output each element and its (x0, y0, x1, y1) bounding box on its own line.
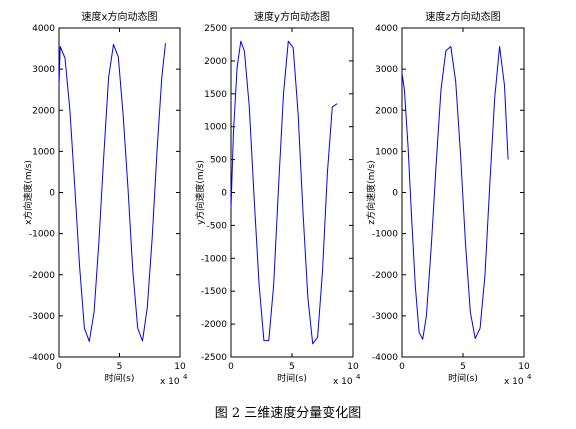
y-tick-label: -500 (207, 221, 228, 231)
x-tick-label: 5 (117, 362, 123, 372)
y-axis-label: x方向速度(m/s) (22, 160, 34, 225)
x-axis-multiplier-exponent: 4 (527, 373, 532, 381)
x-axis-multiplier: x 10 (504, 377, 524, 387)
y-tick-label: 0 (392, 189, 398, 199)
y-tick-label: -2000 (201, 320, 227, 330)
plot-frame (230, 27, 354, 358)
x-tick-label: 10 (518, 362, 530, 372)
figure-caption: 图 2 三维速度分量变化图 (214, 406, 362, 421)
x-tick-label: 10 (347, 362, 359, 372)
y-tick-label: 2000 (375, 106, 398, 116)
plot-frame (58, 27, 181, 358)
x-tick-label: 10 (174, 362, 186, 372)
y-tick-label: -3000 (29, 312, 55, 322)
x-axis-multiplier-exponent: 4 (183, 373, 188, 381)
y-tick-label: 2000 (204, 57, 227, 67)
chart-title: 速度x方向动态图 (82, 10, 158, 23)
y-tick-label: -4000 (372, 353, 398, 363)
series-line-1 (58, 43, 166, 342)
series-line-1 (230, 40, 338, 345)
x-axis-label: 时间(s) (448, 372, 478, 384)
y-axis-label: y方向速度(m/s) (194, 160, 206, 225)
y-tick-label: 1500 (204, 90, 227, 100)
chart-panel-2: 速度y方向动态图 -2500 -2000 -1500 -1000 -500 0 500 1000… (194, 10, 361, 387)
chart-panel-3: 速度z方向动态图 -4000 -3000 -2000 -1000 0 1000 2000 300… (365, 10, 532, 387)
y-tick-label: 1000 (204, 123, 227, 133)
y-tick-label: 500 (210, 156, 227, 166)
x-axis-label: 时间(s) (105, 372, 135, 384)
y-tick-label: -1000 (372, 230, 398, 240)
y-tick-label: 1000 (32, 147, 55, 157)
y-tick-label: 4000 (32, 24, 55, 34)
x-axis-multiplier: x 10 (333, 377, 353, 387)
y-tick-label: 0 (49, 189, 55, 199)
y-tick-label: 2500 (204, 24, 227, 34)
x-axis-multiplier-exponent: 4 (356, 373, 361, 381)
x-tick-label: 0 (399, 362, 405, 372)
y-tick-label: -3000 (372, 312, 398, 322)
x-axis-label: 时间(s) (277, 372, 307, 384)
y-tick-label: 2000 (32, 106, 55, 116)
x-axis-multiplier: x 10 (160, 377, 180, 387)
y-tick-label: -1000 (29, 230, 55, 240)
chart-title: 速度z方向动态图 (425, 10, 500, 23)
x-tick-label: 0 (228, 362, 234, 372)
x-tick-label: 0 (56, 362, 62, 372)
y-tick-label: 1000 (375, 147, 398, 157)
y-axis-label: z方向速度(m/s) (365, 160, 377, 224)
y-tick-label: 3000 (375, 65, 398, 75)
y-tick-label: -1500 (201, 287, 227, 297)
series-line-1 (401, 46, 509, 340)
y-tick-label: -2000 (372, 271, 398, 281)
x-tick-label: 5 (460, 362, 466, 372)
y-tick-label: 3000 (32, 65, 55, 75)
y-tick-label: -4000 (29, 353, 55, 363)
chart-title: 速度y方向动态图 (254, 10, 330, 23)
y-tick-label: 0 (221, 189, 227, 199)
y-tick-label: 4000 (375, 24, 398, 34)
y-tick-label: -2000 (29, 271, 55, 281)
y-tick-label: -1000 (201, 254, 227, 264)
y-tick-label: -2500 (201, 353, 227, 363)
chart-panel-1: 速度x方向动态图 -4000 -3000 -2000 -1000 0 1000 2000 300… (22, 10, 188, 387)
x-tick-label: 5 (289, 362, 295, 372)
